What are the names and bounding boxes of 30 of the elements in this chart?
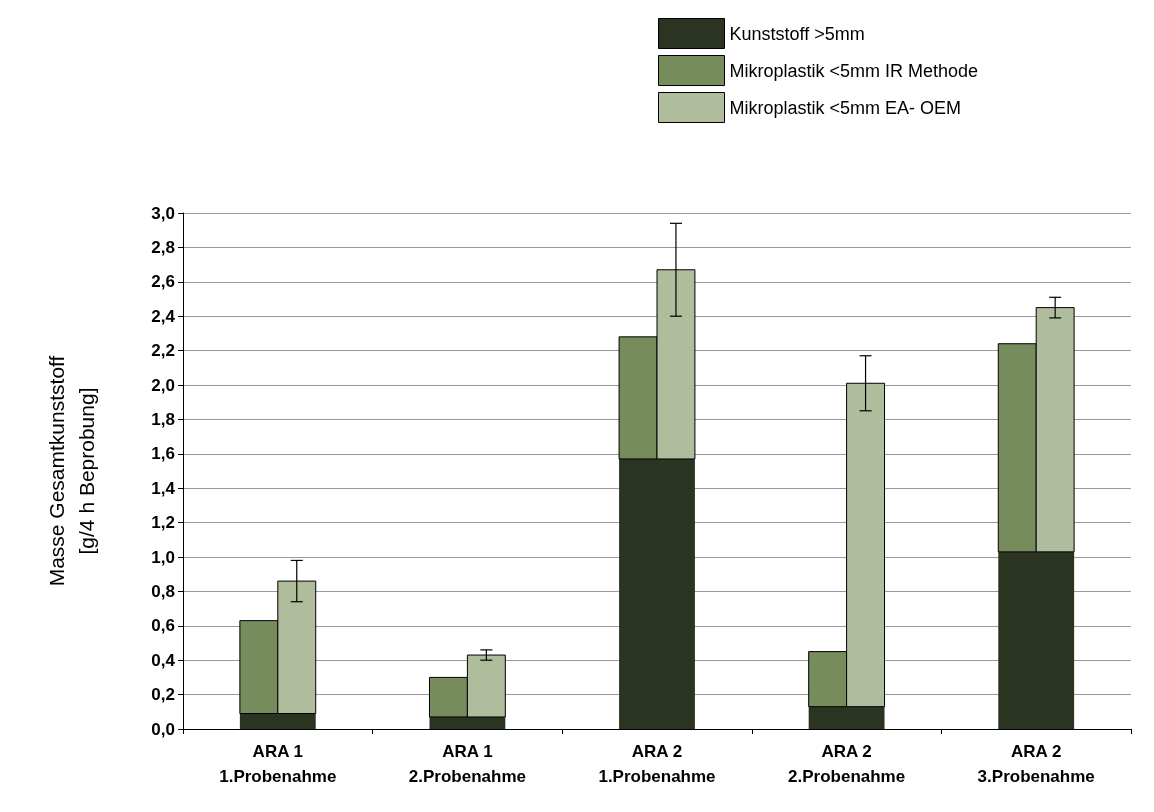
x-tick-label: ARA 2 3.Probenahme <box>977 742 1095 786</box>
bar <box>808 706 885 729</box>
x-tick-label: ARA 1 2.Probenahme <box>408 742 526 786</box>
x-tick-label: ARA 1 1.Probenahme <box>219 742 337 786</box>
legend-label: Kunststoff >5mm <box>729 23 865 44</box>
y-tick-label: 1,6 <box>151 444 175 464</box>
y-tick-label: 1,4 <box>151 478 176 498</box>
y-tick-label: 3,0 <box>151 203 175 223</box>
y-tick-label: 0,6 <box>151 616 175 636</box>
y-tick-label: 2,6 <box>151 272 175 292</box>
y-tick-label: 2,2 <box>151 341 175 361</box>
bar <box>998 551 1075 729</box>
bar <box>239 713 316 729</box>
x-tick-label: ARA 2 2.Probenahme <box>788 742 906 786</box>
bar <box>619 458 695 729</box>
x-tick-label: ARA 2 1.Probenahme <box>598 742 716 786</box>
y-tick-label: 2,8 <box>151 237 175 257</box>
y-tick-label: 2,4 <box>151 306 176 326</box>
y-tick-label: 1,8 <box>151 409 175 429</box>
y-tick-label: 1,2 <box>151 513 175 533</box>
y-tick-label: 1,0 <box>151 547 175 567</box>
y-tick-label: 0,8 <box>151 581 175 601</box>
legend-label: Mikroplastik <5mm IR Methode <box>729 60 979 81</box>
y-axis-title: Masse Gesamtkunststoff [g/4 h Beprobung] <box>44 355 98 587</box>
y-tick-label: 2,0 <box>151 375 175 395</box>
y-tick-label: 0,4 <box>151 650 176 670</box>
bar <box>429 716 506 729</box>
legend-label: Mikroplastik <5mm EA- OEM <box>729 97 962 118</box>
y-tick-label: 0,0 <box>151 719 175 739</box>
y-tick-label: 0,2 <box>151 685 175 705</box>
